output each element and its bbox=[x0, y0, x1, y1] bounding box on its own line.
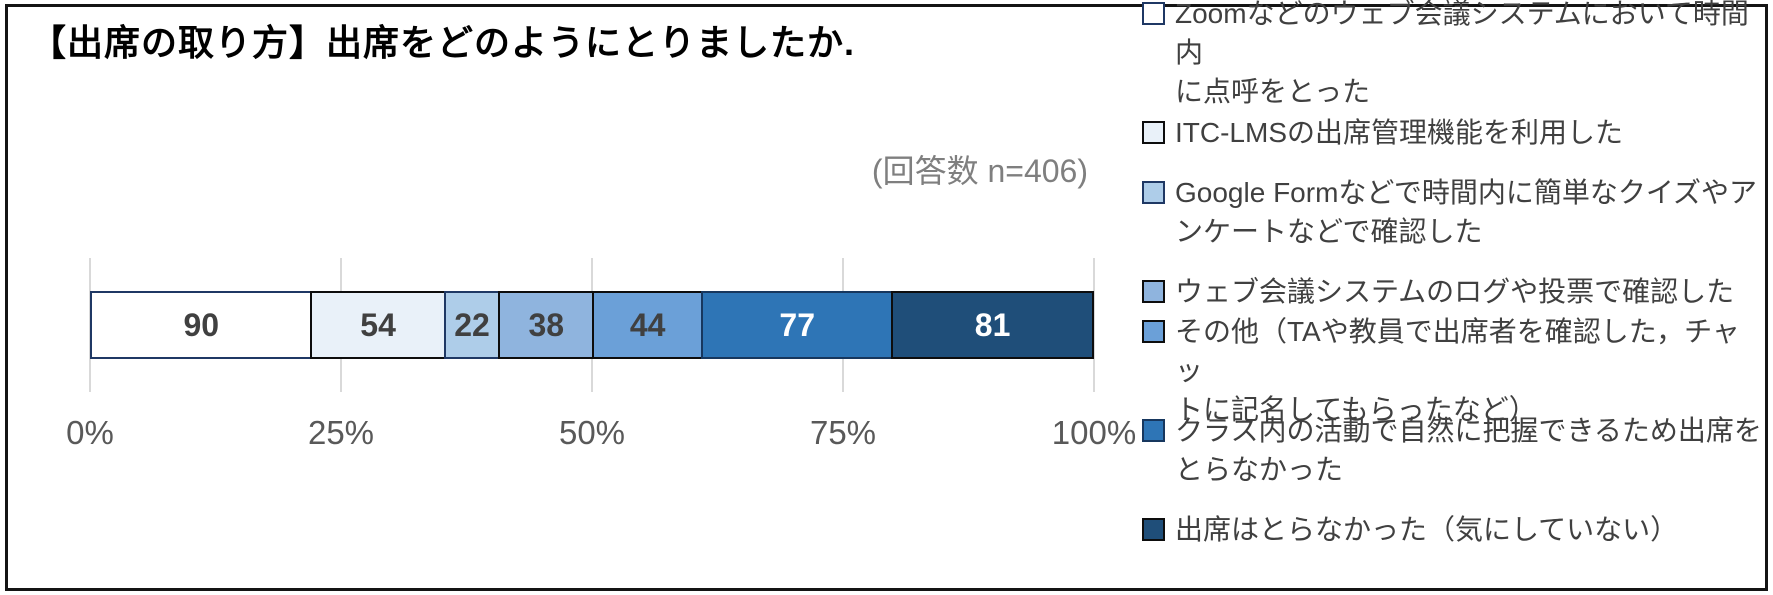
bar-segment-value: 54 bbox=[360, 307, 396, 343]
legend-color-swatch-icon bbox=[1142, 180, 1165, 204]
legend-item: ウェブ会議システムのログや投票で確認した bbox=[1142, 252, 1767, 332]
legend-item-label: クラス内の活動で自然に把握できるため出席を とらなかった bbox=[1175, 415, 1762, 486]
legend-item-label: 出席はとらなかった（気にしていない） bbox=[1175, 514, 1679, 546]
legend-color-swatch-icon bbox=[1142, 2, 1165, 26]
bar-segment: 77 bbox=[700, 291, 894, 359]
bar-segment: 44 bbox=[591, 291, 704, 359]
bar-segment-value: 77 bbox=[779, 307, 816, 343]
stacked-bar: 90 54 22 38 44 77 81 bbox=[90, 291, 1094, 359]
bar-segment: 22 bbox=[443, 291, 501, 359]
legend-item-label: ITC-LMSの出席管理機能を利用した bbox=[1175, 116, 1624, 148]
legend-item: ITC-LMSの出席管理機能を利用した bbox=[1142, 93, 1767, 173]
legend-item: 出席はとらなかった（気にしていない） bbox=[1142, 490, 1767, 570]
legend-color-swatch-icon bbox=[1142, 518, 1165, 542]
gridline bbox=[1093, 258, 1095, 392]
chart-title: 【出席の取り方】出席をどのようにとりましたか. bbox=[30, 22, 856, 63]
bar-segment: 54 bbox=[310, 291, 447, 359]
bar-segment-value: 44 bbox=[629, 307, 666, 343]
bar-segment: 81 bbox=[891, 291, 1094, 359]
bar-segment-value: 38 bbox=[528, 307, 565, 343]
x-axis-tick-label: 75% bbox=[809, 414, 877, 451]
legend-color-swatch-icon bbox=[1142, 279, 1165, 303]
legend-item-label: その他（TAや教員で出席者を確認した，チャッ トに記名してもらったなど） bbox=[1175, 316, 1740, 426]
legend-color-swatch-icon bbox=[1142, 419, 1165, 443]
legend-item-label: Google Formなどで時間内に簡単なクイズやア ンケートなどで確認した bbox=[1175, 176, 1757, 247]
x-axis-tick-label: 25% bbox=[307, 414, 375, 451]
legend-color-swatch-icon bbox=[1142, 120, 1165, 144]
bar-segment: 38 bbox=[498, 291, 595, 359]
plot-area: 90 54 22 38 44 77 81 0% 25% 50% 75% 100% bbox=[66, 258, 1136, 451]
legend-item-label: Zoomなどのウェブ会議システムにおいて時間内 に点呼をとった bbox=[1175, 0, 1749, 108]
bar-segment: 90 bbox=[90, 291, 313, 359]
x-axis-tick-label: 0% bbox=[66, 414, 114, 451]
x-axis-tick-label: 100% bbox=[1051, 414, 1137, 451]
legend: Zoomなどのウェブ会議システムにおいて時間内 に点呼をとった ITC-LMSの出… bbox=[1142, 0, 1767, 570]
response-count-annotation: (回答数 n=406) bbox=[871, 153, 1088, 189]
bar-segment-value: 22 bbox=[454, 307, 490, 343]
legend-item: クラス内の活動で自然に把握できるため出席を とらなかった bbox=[1142, 411, 1767, 491]
legend-item-label: ウェブ会議システムのログや投票で確認した bbox=[1175, 275, 1735, 307]
bar-segment-value: 81 bbox=[974, 307, 1011, 343]
legend-item: Google Formなどで時間内に簡単なクイズやア ンケートなどで確認した bbox=[1142, 172, 1767, 252]
legend-color-swatch-icon bbox=[1142, 320, 1165, 344]
legend-item: その他（TAや教員で出席者を確認した，チャッ トに記名してもらったなど） bbox=[1142, 316, 1767, 425]
bar-segment-value: 90 bbox=[183, 307, 220, 343]
x-axis-tick-label: 50% bbox=[558, 414, 626, 451]
legend-item: Zoomなどのウェブ会議システムにおいて時間内 に点呼をとった bbox=[1142, 0, 1767, 107]
